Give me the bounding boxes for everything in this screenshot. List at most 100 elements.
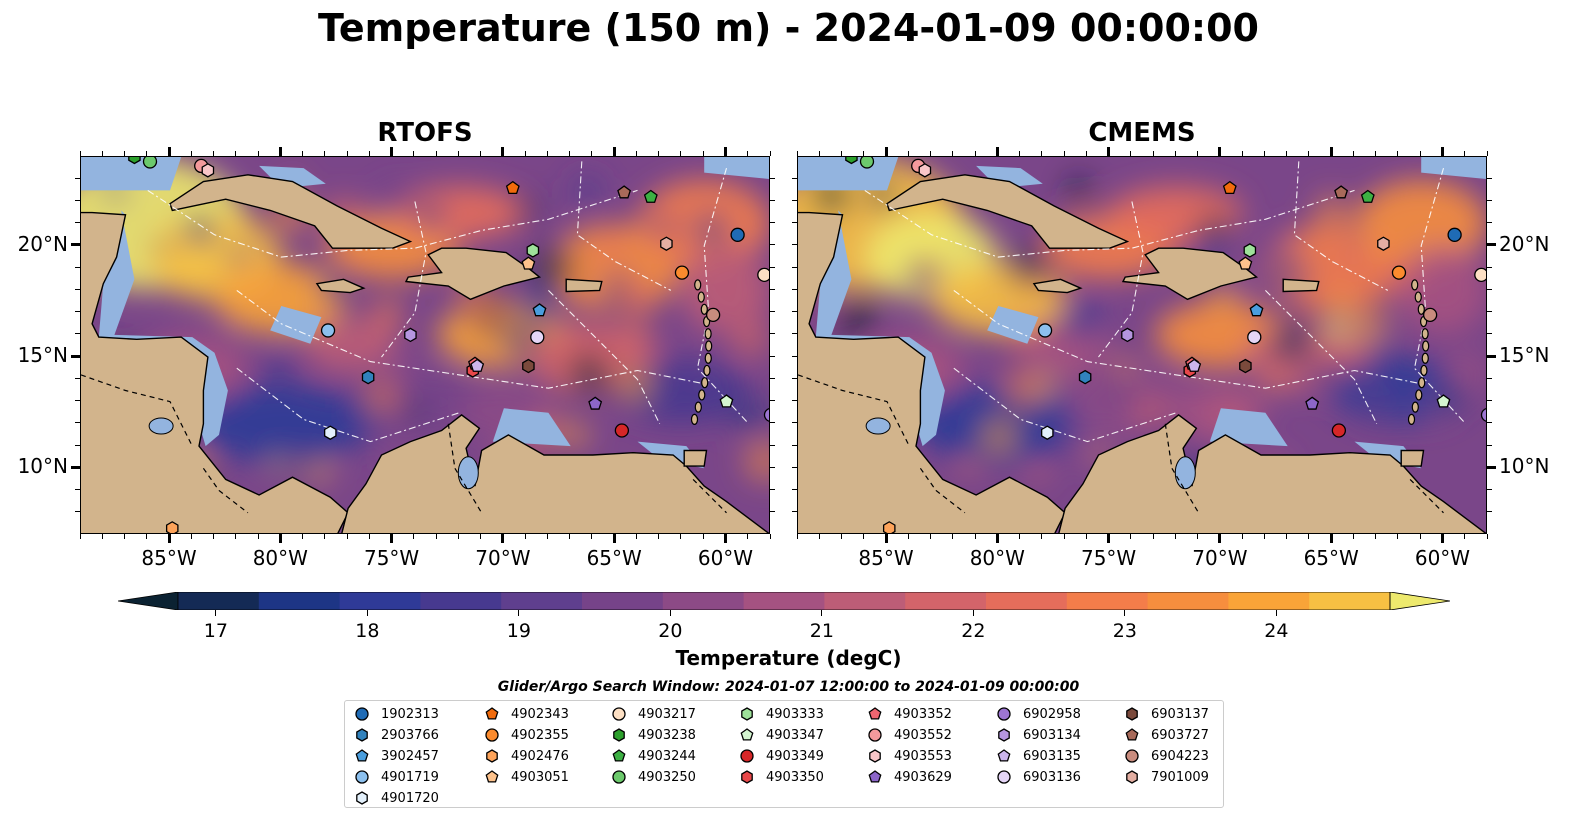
minor-tick bbox=[770, 511, 775, 513]
legend-item-6902958: 6902958 bbox=[995, 705, 1081, 723]
minor-tick bbox=[1286, 534, 1288, 539]
legend-item-4903553: 4903553 bbox=[866, 747, 952, 765]
legend-marker-4903629 bbox=[868, 770, 882, 783]
legend: 1902313 2903766 3902457 4901719 4901720 49023… bbox=[344, 700, 1224, 808]
minor-tick bbox=[75, 199, 80, 201]
minor-tick bbox=[75, 266, 80, 268]
map-rtofs[interactable] bbox=[80, 156, 770, 534]
colorbar-tick-mark bbox=[972, 610, 974, 616]
minor-tick bbox=[1441, 534, 1443, 539]
cuba-landmass bbox=[169, 174, 413, 249]
legend-item-6903135: 6903135 bbox=[995, 747, 1081, 765]
minor-tick bbox=[1487, 177, 1492, 179]
minor-tick bbox=[792, 244, 797, 246]
float-marker-3902457 bbox=[532, 303, 547, 317]
float-marker-4902343 bbox=[1222, 180, 1237, 195]
minor-tick bbox=[257, 151, 259, 156]
minor-tick bbox=[1152, 534, 1154, 539]
legend-item-4903349: 4903349 bbox=[738, 747, 824, 765]
minor-tick bbox=[1487, 311, 1492, 313]
lon-tick-label: 85°W bbox=[858, 546, 914, 570]
lat-tick-label: 15°N bbox=[1499, 343, 1550, 368]
minor-tick bbox=[1197, 534, 1199, 539]
minor-tick bbox=[1085, 534, 1087, 539]
minor-tick bbox=[724, 534, 726, 539]
minor-tick bbox=[907, 151, 909, 156]
legend-label: 6903134 bbox=[1023, 727, 1081, 743]
float-marker-4903553 bbox=[918, 163, 932, 178]
minor-tick bbox=[1219, 534, 1221, 539]
minor-tick bbox=[101, 534, 103, 539]
minor-tick bbox=[863, 534, 865, 539]
minor-tick bbox=[974, 534, 976, 539]
minor-tick bbox=[770, 422, 775, 424]
legend-label: 6903727 bbox=[1151, 727, 1209, 743]
colorbar-extend-low bbox=[118, 592, 179, 610]
minor-tick bbox=[146, 534, 148, 539]
minor-tick bbox=[792, 511, 797, 513]
colorbar-tick-mark bbox=[1275, 610, 1277, 616]
float-marker-4903629 bbox=[588, 396, 603, 410]
minor-tick bbox=[841, 534, 843, 539]
panel-title-cmems: CMEMS bbox=[1088, 118, 1196, 148]
minor-tick bbox=[702, 151, 704, 156]
minor-tick bbox=[702, 534, 704, 539]
legend-marker-6903135 bbox=[997, 749, 1011, 762]
minor-tick bbox=[75, 244, 80, 246]
map-cmems[interactable] bbox=[797, 156, 1487, 534]
colorbar-bin bbox=[986, 592, 1068, 610]
minor-tick bbox=[279, 534, 281, 539]
float-marker-4901719 bbox=[1037, 323, 1053, 338]
central-america-landmass bbox=[798, 211, 1066, 533]
legend-label: 6903137 bbox=[1151, 706, 1209, 722]
minor-tick bbox=[680, 151, 682, 156]
minor-tick bbox=[146, 151, 148, 156]
lon-tick-label: 65°W bbox=[586, 546, 642, 570]
legend-item-6903134: 6903134 bbox=[995, 726, 1081, 744]
cuba-landmass bbox=[886, 174, 1130, 249]
minor-tick bbox=[613, 151, 615, 156]
minor-tick bbox=[591, 151, 593, 156]
minor-tick bbox=[279, 151, 281, 156]
minor-tick bbox=[770, 355, 775, 357]
colorbar-bin bbox=[501, 592, 583, 610]
float-marker-4902355 bbox=[1391, 265, 1407, 280]
minor-tick bbox=[818, 534, 820, 539]
legend-label: 4903629 bbox=[894, 769, 952, 785]
legend-label: 4903051 bbox=[511, 769, 569, 785]
minor-tick bbox=[1108, 534, 1110, 539]
minor-tick bbox=[792, 311, 797, 313]
lon-tick-label: 70°W bbox=[475, 546, 531, 570]
legend-label: 4903352 bbox=[894, 706, 952, 722]
legend-marker-6903727 bbox=[1125, 728, 1139, 741]
minor-tick bbox=[635, 534, 637, 539]
float-marker-6902958 bbox=[763, 408, 769, 422]
legend-label: 4901720 bbox=[381, 790, 439, 806]
minor-tick bbox=[770, 333, 775, 335]
minor-tick bbox=[413, 151, 415, 156]
legend-marker-4903349 bbox=[740, 749, 754, 763]
float-marker-4903250 bbox=[859, 157, 875, 169]
hispaniola-landmass bbox=[1121, 247, 1259, 301]
float-marker-4903244 bbox=[643, 189, 658, 203]
minor-tick bbox=[75, 222, 80, 224]
legend-marker-4903552 bbox=[868, 728, 882, 742]
lat-tick-label: 20°N bbox=[17, 231, 68, 256]
colorbar-tick-mark bbox=[518, 610, 520, 616]
south-america-landmass bbox=[1058, 414, 1486, 533]
float-marker-4902355 bbox=[674, 265, 690, 280]
minor-tick bbox=[75, 355, 80, 357]
legend-item-4903238: 4903238 bbox=[610, 726, 696, 744]
south-america-landmass bbox=[341, 414, 769, 533]
minor-tick bbox=[124, 151, 126, 156]
colorbar-extend-high bbox=[1389, 592, 1450, 610]
minor-tick bbox=[996, 151, 998, 156]
minor-tick bbox=[1487, 355, 1492, 357]
minor-tick bbox=[996, 534, 998, 539]
minor-tick bbox=[885, 534, 887, 539]
minor-tick bbox=[680, 534, 682, 539]
minor-tick bbox=[75, 489, 80, 491]
colorbar-tick-mark bbox=[669, 610, 671, 616]
minor-tick bbox=[792, 489, 797, 491]
minor-tick bbox=[770, 177, 775, 179]
